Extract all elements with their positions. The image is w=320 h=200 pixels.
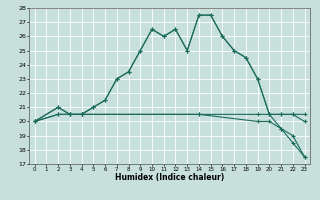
- X-axis label: Humidex (Indice chaleur): Humidex (Indice chaleur): [115, 173, 224, 182]
